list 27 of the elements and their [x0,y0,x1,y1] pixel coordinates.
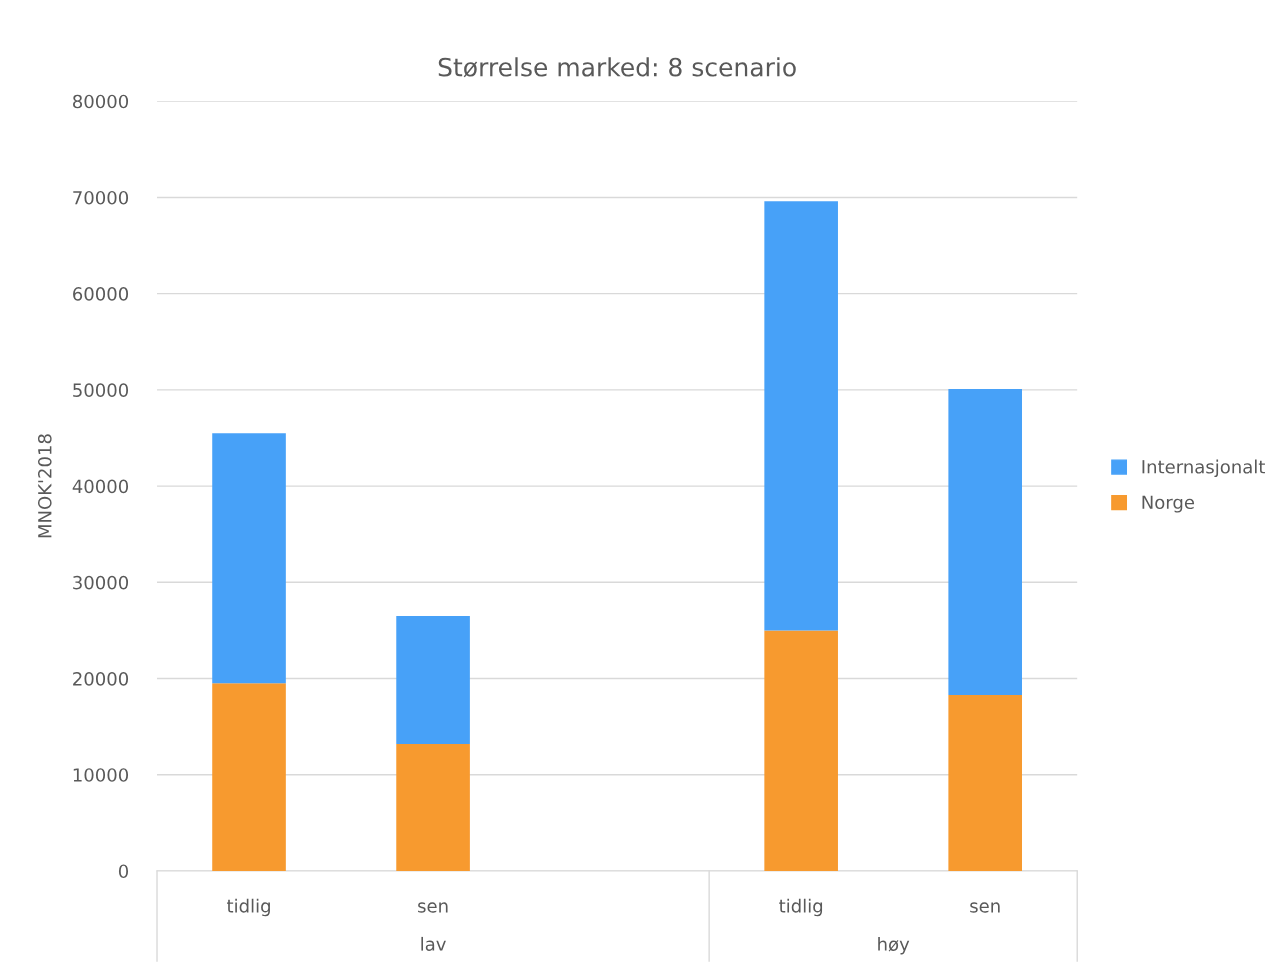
y-tick-label: 20000 [73,671,129,686]
x-tick-label: tidlig [779,898,823,917]
x-tick-label: sen [970,902,1000,913]
chart-title: Størrelse marked: 8 scenario [438,57,796,78]
legend-label: Norge [1142,495,1195,513]
bar [212,683,286,871]
y-tick-label: 10000 [73,768,129,782]
y-tick-label: 80000 [73,94,129,109]
legend-label: Internasjonalt [1142,459,1265,478]
y-axis-title: MNOK'2018 [37,434,52,538]
y-tick-label: 50000 [73,383,129,397]
y-tick-label: 60000 [73,287,129,301]
bar [948,388,1023,695]
y-tick-label: 40000 [72,479,129,494]
x-tick-label: sen [418,902,448,913]
bar [764,630,838,871]
bar [396,615,470,744]
bar [212,433,286,684]
bar [948,694,1023,871]
bar [396,743,470,871]
y-tick-label: 30000 [73,575,129,590]
text: lav [421,936,446,951]
text: høy [878,936,910,955]
y-tick-label: 0 [118,864,129,879]
bar [764,201,838,631]
x-tick-label: tidlig [226,898,270,917]
y-tick-label: 70000 [73,190,129,205]
